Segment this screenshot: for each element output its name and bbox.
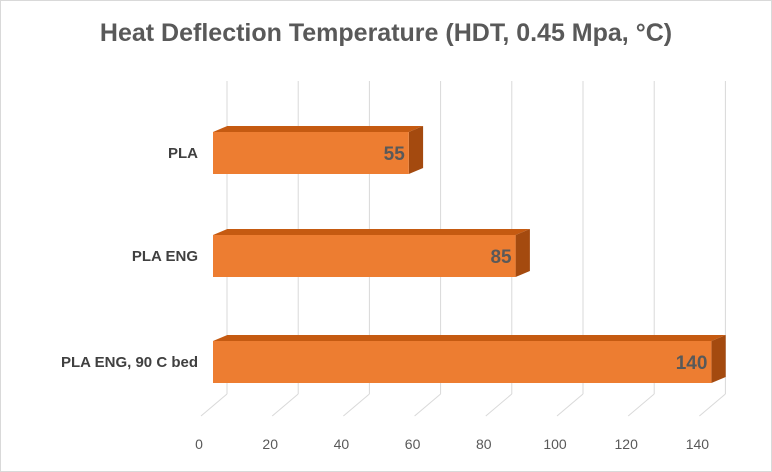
floor-gridline bbox=[414, 393, 441, 417]
x-tick-label: 140 bbox=[686, 436, 710, 452]
bar bbox=[213, 341, 712, 383]
category-label: PLA ENG, 90 C bed bbox=[61, 354, 198, 371]
bar-top-face bbox=[213, 334, 726, 341]
x-tick-label: 100 bbox=[543, 436, 567, 452]
x-axis-ticks: 0 20 40 60 80 100 120 140 bbox=[195, 436, 709, 452]
floor-gridline bbox=[343, 393, 370, 417]
floor-gridline bbox=[485, 393, 513, 417]
chart-title: Heat Deflection Temperature (HDT, 0.45 M… bbox=[99, 19, 673, 47]
floor-gridline bbox=[271, 393, 299, 417]
bar-side-face bbox=[408, 125, 424, 174]
floor-gridline bbox=[627, 393, 655, 417]
category-label: PLA ENG bbox=[132, 248, 198, 265]
x-tick-label: 60 bbox=[405, 436, 421, 452]
data-label: 55 bbox=[384, 144, 406, 165]
x-tick-label: 40 bbox=[334, 436, 350, 452]
category-labels: PLA PLA ENG PLA ENG, 90 C bed bbox=[61, 145, 198, 371]
x-tick-label: 20 bbox=[262, 436, 278, 452]
x-tick-label: 0 bbox=[195, 436, 203, 452]
bars bbox=[213, 125, 726, 383]
bar bbox=[213, 132, 409, 174]
data-label: 140 bbox=[676, 353, 708, 374]
bar-top-face bbox=[213, 125, 424, 132]
bar bbox=[213, 235, 516, 277]
category-label: PLA bbox=[168, 145, 198, 162]
data-labels: 55 85 140 bbox=[384, 144, 708, 374]
x-tick-label: 80 bbox=[476, 436, 492, 452]
data-label: 85 bbox=[490, 247, 512, 268]
bar-side-face bbox=[515, 228, 530, 277]
floor-gridline bbox=[699, 393, 726, 417]
bar-side-face bbox=[711, 334, 726, 383]
floor-gridline bbox=[200, 393, 228, 417]
bar-top-face bbox=[213, 228, 530, 235]
x-tick-label: 120 bbox=[615, 436, 639, 452]
floor-gridline bbox=[556, 393, 584, 417]
